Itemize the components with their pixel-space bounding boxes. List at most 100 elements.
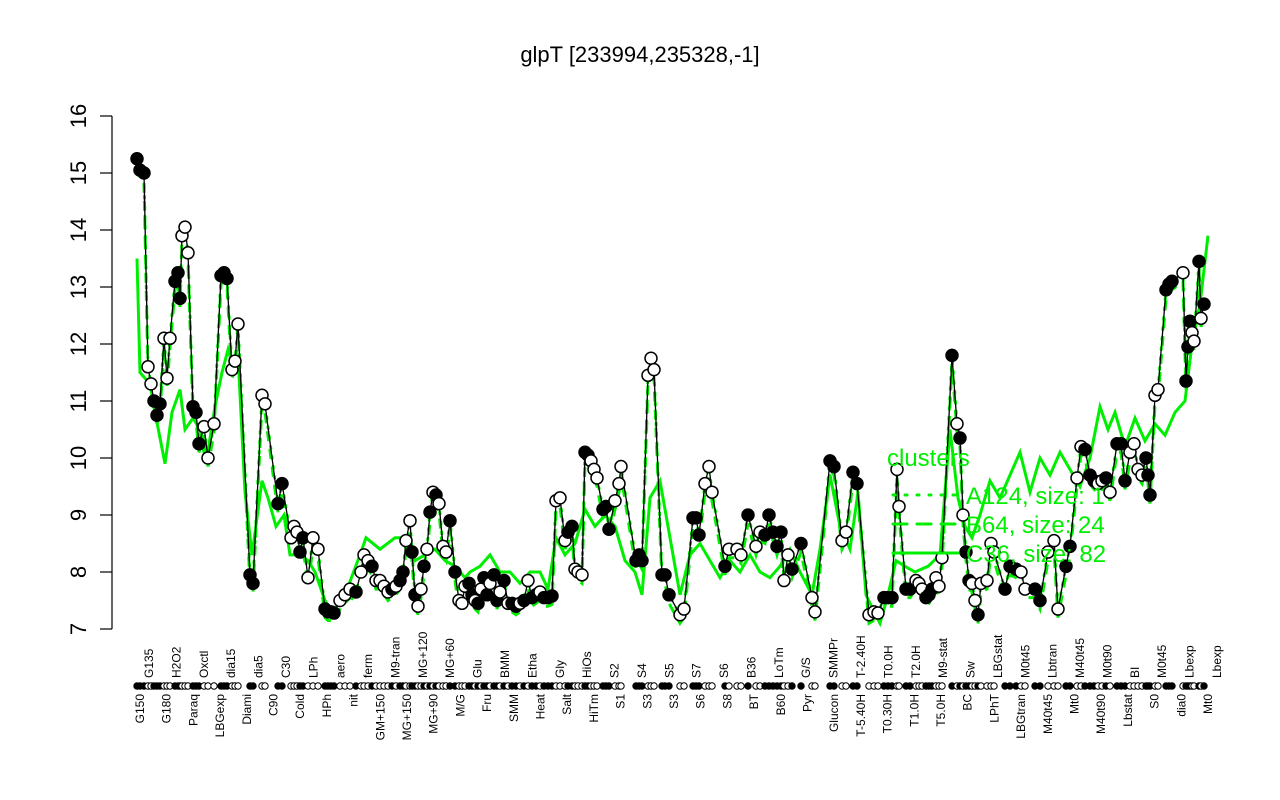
data-point (805, 590, 819, 605)
rug-marker (346, 682, 354, 690)
x-tick-label: HPh (320, 694, 334, 717)
data-point (417, 559, 431, 574)
data-point (411, 599, 425, 613)
chart-title: glpT [233994,235328,-1] (520, 42, 760, 67)
x-tick-label: S6 (717, 663, 731, 678)
data-point (932, 579, 946, 593)
x-tick-label: Cold (293, 694, 307, 719)
data-point (275, 476, 289, 491)
data-point (258, 397, 272, 411)
rug-marker (314, 682, 322, 690)
data-point (565, 519, 579, 534)
y-tick-label: 9 (66, 509, 91, 521)
data-point (462, 576, 476, 591)
data-point (414, 582, 428, 596)
legend-entry: A124, size: 1 (966, 483, 1105, 510)
data-point (271, 496, 285, 511)
rug-marker (210, 682, 218, 690)
x-tick-label: M9-tran (388, 637, 402, 678)
data-point (439, 545, 453, 559)
data-point (575, 568, 589, 582)
data-point (471, 596, 485, 611)
rug-marker (811, 682, 819, 690)
x-tick-label: S4 (635, 663, 649, 678)
x-tick-label: Diami (240, 694, 254, 725)
rug-marker (990, 682, 998, 690)
data-point (1143, 488, 1157, 502)
rug-marker (605, 682, 613, 690)
data-point (153, 397, 167, 411)
x-tick-label: S3 (640, 694, 654, 709)
data-point (590, 471, 604, 485)
data-point (1114, 437, 1128, 451)
y-tick-label: 8 (66, 566, 91, 578)
rug-marker (278, 682, 286, 690)
data-point (794, 536, 808, 551)
x-tick-label: aero (334, 654, 348, 678)
x-tick-label: SMM (507, 694, 521, 722)
data-point (770, 539, 784, 554)
data-point (749, 539, 763, 554)
data-point (980, 573, 994, 588)
rug-marker (1044, 682, 1052, 690)
rug-marker (788, 682, 796, 690)
data-point (443, 513, 457, 528)
data-point (1059, 559, 1073, 574)
x-tick-label: Lbtran (1046, 644, 1060, 678)
data-point (1118, 474, 1132, 488)
data-point (1151, 382, 1165, 397)
data-point (207, 417, 221, 431)
x-tick-label: BC (961, 694, 975, 711)
data-point (545, 589, 559, 603)
y-tick-label: 11 (66, 390, 91, 413)
x-tick-label: ferm (361, 654, 375, 678)
data-point (160, 371, 174, 385)
y-tick-label: 12 (66, 332, 91, 356)
data-point (734, 548, 748, 562)
data-point (839, 525, 853, 539)
data-point (644, 351, 658, 365)
data-point (1187, 334, 1201, 348)
x-tick-label: M40t90 (1094, 694, 1108, 734)
x-tick-label: Mt0 (1068, 694, 1082, 714)
x-tick-label: T2.0H (909, 645, 923, 678)
data-point (144, 377, 158, 391)
x-tick-label: S3 (667, 694, 681, 709)
y-tick-label: 16 (66, 104, 91, 128)
rug-marker (977, 682, 985, 690)
data-point (885, 590, 899, 605)
x-tick-label: C90 (267, 694, 281, 716)
data-point (1041, 545, 1055, 559)
x-tick-label: S0 (1148, 694, 1162, 709)
rug-marker (797, 682, 805, 690)
data-point (432, 496, 446, 511)
x-tick-label: Lbexp (1183, 645, 1197, 678)
data-point (521, 573, 535, 588)
data-point (662, 588, 676, 602)
x-tick-label: M0t45 (1018, 644, 1032, 678)
data-point (1099, 471, 1113, 485)
x-tick-label: S5 (662, 663, 676, 678)
rug-marker (204, 682, 212, 690)
data-point (1165, 274, 1179, 289)
x-tick-label: Mt0 (1201, 694, 1215, 714)
rug-marker (830, 682, 838, 690)
x-tick-label: MG+60 (443, 638, 457, 678)
data-point (349, 585, 363, 599)
x-tick-label: BMM (498, 650, 512, 678)
data-point (677, 602, 691, 616)
x-tick-label: Lbstat (1121, 693, 1135, 726)
data-point (1194, 311, 1208, 326)
y-tick-label: 14 (66, 218, 91, 242)
rug-marker (1200, 682, 1208, 690)
data-point (953, 431, 967, 445)
rug-marker (906, 682, 914, 690)
data-point (141, 360, 155, 374)
rug-marker (234, 682, 242, 690)
rug-marker (1054, 682, 1062, 690)
x-tick-label: C30 (279, 656, 293, 678)
data-point (1051, 602, 1065, 616)
data-point (987, 545, 1001, 559)
data-point (455, 596, 469, 611)
